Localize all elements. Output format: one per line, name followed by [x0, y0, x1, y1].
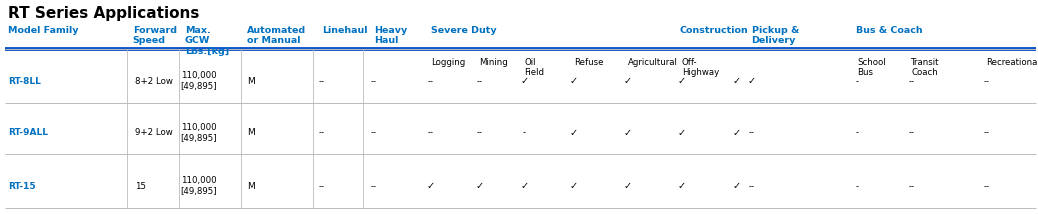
- Text: ✓: ✓: [520, 181, 528, 191]
- Text: M: M: [247, 128, 254, 137]
- Text: 15: 15: [135, 182, 146, 191]
- Text: Bus & Coach: Bus & Coach: [856, 26, 923, 35]
- Text: --: --: [319, 182, 325, 191]
- Text: --: --: [908, 77, 914, 86]
- Text: Mining: Mining: [480, 58, 509, 67]
- Text: 110,000
[49,895]: 110,000 [49,895]: [181, 123, 217, 143]
- Text: ✓: ✓: [733, 181, 741, 191]
- Text: --: --: [371, 182, 377, 191]
- Text: --: --: [748, 128, 755, 137]
- Text: Automated
or Manual: Automated or Manual: [247, 26, 306, 45]
- Text: --: --: [983, 77, 989, 86]
- Text: ✓: ✓: [475, 181, 484, 191]
- Text: Refuse: Refuse: [574, 58, 603, 67]
- Text: Max.
GCW
Lbs.[kg]: Max. GCW Lbs.[kg]: [185, 26, 229, 56]
- Text: -: -: [856, 128, 858, 137]
- Text: ✓: ✓: [624, 76, 632, 86]
- Text: School
Bus: School Bus: [857, 58, 886, 77]
- Text: ✓: ✓: [570, 128, 578, 138]
- Text: Oil
Field: Oil Field: [524, 58, 544, 77]
- Text: --: --: [319, 128, 325, 137]
- Text: ✓: ✓: [624, 128, 632, 138]
- Text: --: --: [983, 182, 989, 191]
- Text: Agricultural: Agricultural: [628, 58, 678, 67]
- Text: 8+2 Low: 8+2 Low: [135, 77, 172, 86]
- Text: 110,000
[49,895]: 110,000 [49,895]: [181, 176, 217, 196]
- Text: ✓: ✓: [733, 128, 741, 138]
- Text: Model Family: Model Family: [8, 26, 79, 35]
- Text: RT Series Applications: RT Series Applications: [8, 6, 199, 21]
- Text: ✓: ✓: [678, 181, 686, 191]
- Text: 9+2 Low: 9+2 Low: [135, 128, 172, 137]
- Text: ✓: ✓: [570, 76, 578, 86]
- Text: Logging: Logging: [431, 58, 465, 67]
- Text: Severe Duty: Severe Duty: [431, 26, 496, 35]
- Text: Heavy
Haul: Heavy Haul: [374, 26, 407, 45]
- Text: ✓: ✓: [520, 76, 528, 86]
- Text: --: --: [371, 128, 377, 137]
- Text: Pickup &
Delivery: Pickup & Delivery: [752, 26, 799, 45]
- Text: ✓: ✓: [678, 76, 686, 86]
- Text: --: --: [476, 77, 483, 86]
- Text: ✓: ✓: [570, 181, 578, 191]
- Text: --: --: [428, 128, 434, 137]
- Text: -: -: [856, 77, 858, 86]
- Text: Recreational: Recreational: [986, 58, 1038, 67]
- Text: M: M: [247, 182, 254, 191]
- Text: Linehaul: Linehaul: [322, 26, 367, 35]
- Text: --: --: [476, 128, 483, 137]
- Text: --: --: [748, 182, 755, 191]
- Text: ✓: ✓: [678, 128, 686, 138]
- Text: --: --: [319, 77, 325, 86]
- Text: M: M: [247, 77, 254, 86]
- Text: --: --: [371, 77, 377, 86]
- Text: RT-9ALL: RT-9ALL: [8, 128, 49, 137]
- Text: Forward
Speed: Forward Speed: [133, 26, 176, 45]
- Text: Construction: Construction: [680, 26, 748, 35]
- Text: Off-
Highway: Off- Highway: [682, 58, 719, 77]
- Text: 110,000
[49,895]: 110,000 [49,895]: [181, 71, 217, 91]
- Text: ✓: ✓: [624, 181, 632, 191]
- Text: --: --: [428, 77, 434, 86]
- Text: ✓: ✓: [733, 76, 741, 86]
- Text: --: --: [908, 128, 914, 137]
- Text: ✓: ✓: [747, 76, 756, 86]
- Text: -: -: [523, 128, 525, 137]
- Text: --: --: [983, 128, 989, 137]
- Text: --: --: [908, 182, 914, 191]
- Text: -: -: [856, 182, 858, 191]
- Text: RT-15: RT-15: [8, 182, 36, 191]
- Text: Transit
Coach: Transit Coach: [911, 58, 939, 77]
- Text: RT-8LL: RT-8LL: [8, 77, 42, 86]
- Text: ✓: ✓: [427, 181, 435, 191]
